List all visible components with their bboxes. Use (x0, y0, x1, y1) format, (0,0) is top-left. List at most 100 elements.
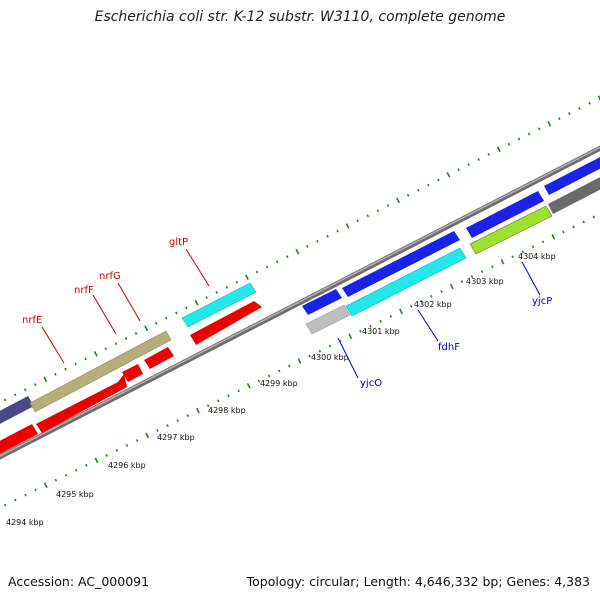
tick-mark (568, 112, 571, 115)
tick-mark (43, 482, 48, 488)
scale-label: 4296 kbp (108, 461, 146, 470)
tick-mark (409, 304, 413, 308)
feature-red-small-1[interactable] (122, 364, 143, 382)
outer-tick-ring (3, 95, 600, 402)
gene-label-yjcO[interactable]: yjcO (360, 378, 382, 389)
tick-mark (93, 351, 98, 357)
tick-mark (588, 101, 591, 105)
tick-mark (215, 291, 218, 294)
scale-label: 4303 kbp (466, 277, 504, 286)
tick-mark (531, 245, 535, 249)
gene-label-yjcP[interactable]: yjcP (532, 296, 552, 307)
feature-red-under-gltP[interactable] (190, 301, 262, 345)
tick-mark (348, 333, 353, 340)
tick-mark (316, 239, 319, 243)
feature-nrfE-bar[interactable] (29, 330, 172, 413)
gene-label-nrfF[interactable]: nrfF (74, 285, 94, 296)
map-title: Escherichia coli str. K-12 substr. W3110… (94, 9, 506, 25)
tick-mark (24, 493, 27, 497)
tick-mark (356, 219, 360, 223)
tick-mark (206, 404, 210, 408)
tick-mark (496, 146, 501, 153)
scale-label: 4297 kbp (157, 433, 195, 442)
tick-mark (369, 324, 372, 328)
tick-mark (175, 311, 178, 315)
tick-mark (114, 342, 118, 346)
tick-mark (154, 321, 158, 325)
tick-mark (521, 250, 525, 254)
scale-labels: 4294 kbp 4295 kbp 4296 kbp 4297 kbp 4298… (6, 252, 556, 527)
gene-label-fdhF[interactable]: fdhF (438, 342, 460, 353)
feature-red-small-2[interactable] (144, 347, 174, 369)
tick-mark (54, 478, 58, 482)
scale-tick-ring (3, 215, 596, 507)
tick-mark (328, 344, 332, 348)
scale-label: 4298 kbp (208, 406, 246, 415)
tick-mark (511, 255, 514, 259)
tick-mark (105, 453, 108, 457)
tick-mark (205, 296, 208, 300)
feature-blue-right[interactable] (544, 152, 600, 195)
feature-blue-small[interactable] (302, 289, 342, 315)
tick-mark (457, 168, 460, 172)
tick-mark (295, 248, 300, 255)
tick-mark (470, 275, 474, 279)
callout-nrfF (92, 294, 117, 335)
feature-blue-mid[interactable] (466, 191, 544, 238)
tick-mark (427, 183, 430, 187)
tick-mark (176, 419, 179, 423)
genome-backbone (0, 145, 600, 460)
tick-mark (135, 439, 139, 442)
tick-mark (467, 163, 470, 167)
tick-mark (54, 372, 57, 376)
callout-yjcP (521, 261, 541, 296)
tick-mark (527, 132, 531, 136)
tick-mark (74, 468, 78, 472)
feature-navy-left[interactable] (0, 396, 34, 426)
tick-mark (437, 178, 440, 182)
tick-mark (379, 319, 382, 323)
gene-label-gltP[interactable]: gltP (169, 237, 188, 248)
tick-mark (477, 158, 480, 161)
tick-mark (308, 354, 311, 358)
tick-mark (336, 229, 339, 233)
genome-summary: Topology: circular; Length: 4,646,332 bp… (246, 574, 590, 589)
tick-mark (94, 457, 99, 464)
tick-mark (420, 299, 423, 303)
tick-mark (389, 314, 393, 318)
tick-mark (244, 274, 249, 280)
tick-mark (449, 283, 454, 290)
tick-mark (3, 398, 7, 402)
tick-mark (480, 270, 484, 274)
backbone-line (0, 145, 600, 460)
tick-mark (64, 473, 68, 477)
tick-mark (592, 215, 596, 219)
gene-callouts (41, 248, 541, 379)
tick-mark (125, 444, 129, 447)
tick-mark (246, 383, 251, 389)
feature-gltP-bar[interactable] (181, 282, 257, 328)
callout-nrfE (41, 326, 65, 364)
tick-mark (416, 188, 420, 192)
feature-red-left[interactable] (0, 424, 38, 456)
feature-red-long[interactable] (36, 374, 127, 433)
tick-mark (562, 230, 565, 234)
tick-mark (34, 488, 37, 492)
feature-yjcP-bar[interactable] (469, 205, 553, 255)
backbone-highlight (0, 146, 600, 457)
tick-mark (186, 414, 190, 418)
scale-label: 4301 kbp (362, 327, 400, 336)
tick-mark (235, 280, 239, 284)
feature-fdhF-bar[interactable] (345, 247, 467, 317)
gene-label-nrfE[interactable]: nrfE (22, 315, 42, 326)
tick-mark (134, 331, 138, 335)
callout-nrfG (117, 282, 141, 322)
scale-label: 4304 kbp (518, 252, 556, 261)
tick-mark (84, 357, 87, 361)
feature-gray-right[interactable] (548, 172, 600, 214)
gene-label-nrfG[interactable]: nrfG (99, 271, 121, 282)
feature-yjcO-bar[interactable] (305, 304, 351, 335)
tick-mark (500, 258, 505, 265)
feature-blue-long[interactable] (342, 231, 460, 297)
